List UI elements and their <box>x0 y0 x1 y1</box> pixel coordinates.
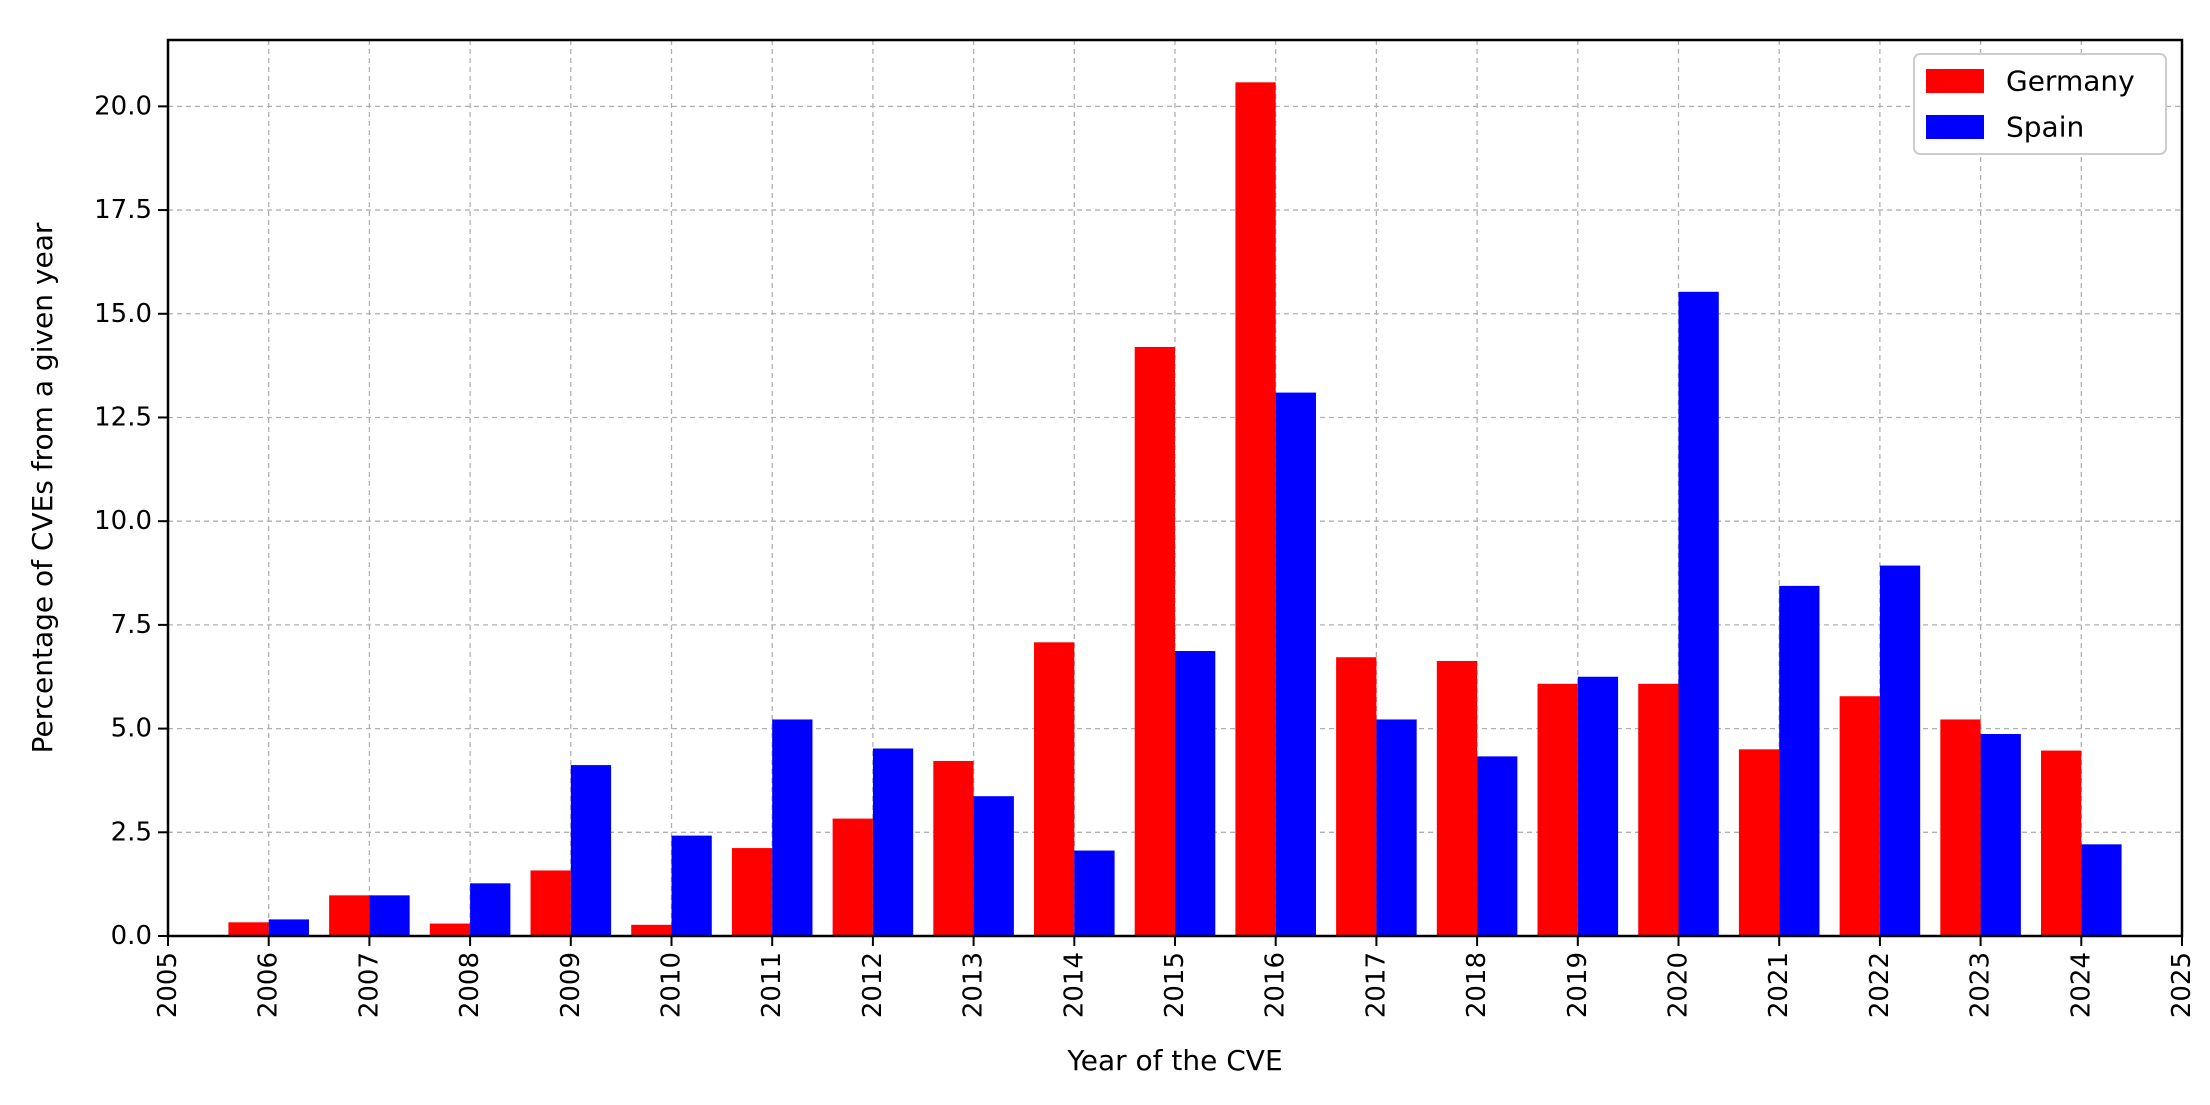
bar-germany-2024 <box>2041 750 2082 936</box>
x-tick-label: 2023 <box>1966 952 1996 1018</box>
bar-germany-2016 <box>1235 82 1276 937</box>
x-tick-label: 2021 <box>1764 952 1794 1018</box>
x-tick-label: 2020 <box>1664 952 1694 1018</box>
bar-germany-2021 <box>1738 749 1780 936</box>
bar-spain-2019 <box>1577 676 1619 936</box>
x-tick-label: 2009 <box>556 952 586 1018</box>
bar-spain-2018 <box>1477 756 1518 936</box>
bar-spain-2013 <box>973 796 1014 936</box>
bar-germany-2023 <box>1940 719 1981 936</box>
x-tick-label: 2010 <box>657 952 687 1018</box>
legend-label-spain: Spain <box>2006 111 2084 144</box>
bar-spain-2006 <box>268 919 309 936</box>
x-tick-label: 2005 <box>153 952 183 1018</box>
x-tick-label: 2006 <box>254 952 284 1018</box>
legend: Germany Spain <box>1913 53 2167 155</box>
bar-germany-2008 <box>429 923 471 936</box>
bar-spain-2017 <box>1376 719 1417 936</box>
axis-ticks: 2005 2006 2007 2008 2009 2010 2011 2012 2013 2014… <box>94 91 2197 1018</box>
x-tick-label: 2019 <box>1563 952 1593 1018</box>
y-tick-label: 2.5 <box>111 817 152 847</box>
legend-swatch-germany <box>1926 69 1984 93</box>
x-tick-label: 2007 <box>354 952 384 1018</box>
bar-spain-2008 <box>470 883 511 936</box>
bars <box>228 82 2122 937</box>
bar-spain-2024 <box>2081 844 2122 936</box>
x-tick-label: 2008 <box>455 952 485 1018</box>
bar-germany-2011 <box>731 848 773 936</box>
bar-spain-2007 <box>369 895 410 936</box>
bar-germany-2020 <box>1638 683 1679 936</box>
bar-spain-2021 <box>1779 585 1820 936</box>
bar-germany-2010 <box>631 924 672 936</box>
x-tick-label: 2011 <box>757 952 787 1018</box>
bar-spain-2010 <box>671 835 712 936</box>
y-axis-label: Percentage of CVEs from a given year <box>26 222 59 753</box>
bar-germany-2009 <box>530 870 571 936</box>
bar-germany-2014 <box>1034 642 1075 936</box>
y-tick-label: 0.0 <box>111 921 152 951</box>
x-axis-label: Year of the CVE <box>1066 1044 1282 1077</box>
x-tick-label: 2025 <box>2167 952 2197 1018</box>
y-tick-label: 15.0 <box>94 299 152 329</box>
bar-spain-2012 <box>872 748 914 936</box>
y-tick-label: 20.0 <box>94 91 152 121</box>
y-tick-label: 7.5 <box>111 610 152 640</box>
bar-germany-2015 <box>1134 346 1175 936</box>
x-tick-label: 2024 <box>2066 952 2096 1018</box>
x-tick-label: 2012 <box>858 952 888 1018</box>
bar-spain-2011 <box>772 719 813 936</box>
bar-spain-2015 <box>1175 651 1216 936</box>
x-tick-label: 2022 <box>1865 952 1895 1018</box>
bar-spain-2020 <box>1678 291 1719 936</box>
x-tick-label: 2016 <box>1261 952 1291 1018</box>
bar-spain-2022 <box>1879 565 1921 936</box>
bar-germany-2012 <box>832 818 873 936</box>
bar-germany-2007 <box>329 895 370 936</box>
x-tick-label: 2015 <box>1160 952 1190 1018</box>
bar-spain-2009 <box>570 765 612 936</box>
x-tick-label: 2014 <box>1059 952 1089 1018</box>
bar-germany-2006 <box>228 922 269 936</box>
bar-germany-2013 <box>933 760 974 936</box>
bar-spain-2023 <box>1980 733 2021 936</box>
x-tick-label: 2013 <box>959 952 989 1018</box>
x-tick-label: 2018 <box>1462 952 1492 1018</box>
bar-spain-2014 <box>1074 850 1115 936</box>
y-tick-label: 5.0 <box>111 714 152 744</box>
bar-germany-2022 <box>1839 696 1880 936</box>
bar-spain-2016 <box>1275 392 1316 936</box>
bar-germany-2017 <box>1336 657 1377 936</box>
legend-swatch-spain <box>1926 115 1984 139</box>
x-tick-label: 2017 <box>1361 952 1391 1018</box>
legend-label-germany: Germany <box>2006 65 2135 98</box>
bar-germany-2019 <box>1537 683 1578 936</box>
bar-germany-2018 <box>1436 660 1478 936</box>
y-tick-label: 10.0 <box>94 506 152 536</box>
y-tick-label: 17.5 <box>94 195 152 225</box>
y-tick-label: 12.5 <box>94 402 152 432</box>
